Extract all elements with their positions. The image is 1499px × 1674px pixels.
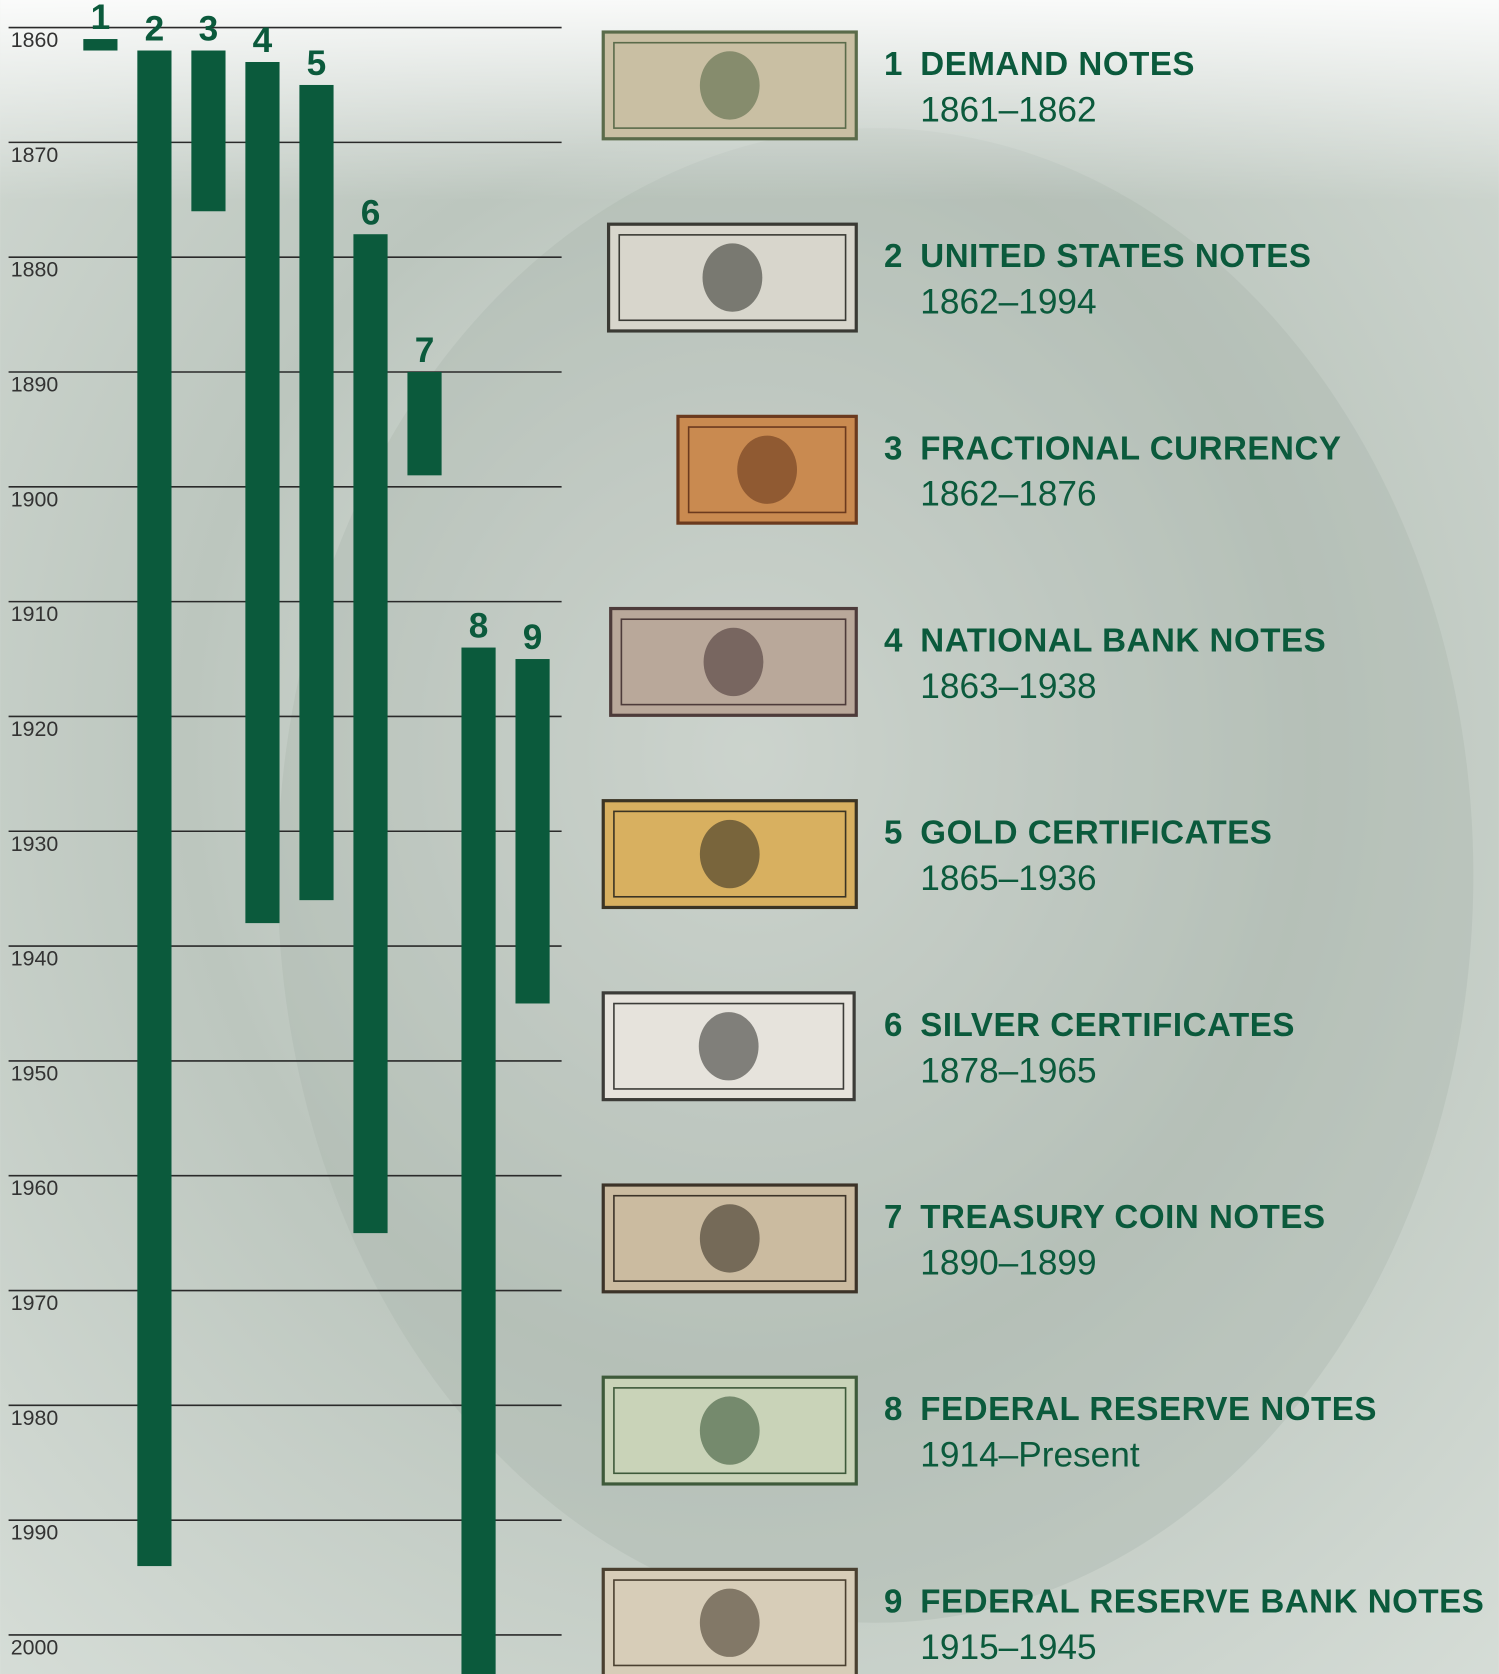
y-tick-label: 1980: [11, 1406, 59, 1430]
bar-number: 6: [361, 193, 381, 232]
bar-number: 4: [253, 21, 273, 60]
bar: [245, 62, 279, 923]
bar-number: 3: [199, 10, 219, 49]
legend-range: 1890–1899: [920, 1243, 1096, 1282]
banknote-portrait: [700, 1204, 760, 1272]
legend-range: 1915–1945: [920, 1628, 1096, 1667]
legend-number: 6: [884, 1007, 903, 1044]
banknote-portrait: [700, 1589, 760, 1657]
y-tick-label: 1920: [11, 717, 59, 741]
y-tick-label: 1990: [11, 1521, 59, 1545]
bar: [191, 51, 225, 212]
y-tick-label: 1950: [11, 1061, 59, 1085]
legend-name: DEMAND NOTES: [920, 46, 1195, 83]
y-tick-label: 1890: [11, 373, 59, 397]
bar: [353, 234, 387, 1233]
legend-range: 1878–1965: [920, 1051, 1096, 1090]
legend-range: 1865–1936: [920, 859, 1096, 898]
legend-range: 1861–1862: [920, 90, 1096, 129]
bar-number: 8: [469, 607, 489, 646]
legend-number: 3: [884, 430, 903, 467]
chart: 1860 1870 1880 1890 1900 1910 1920 1930 1940 1950…: [0, 0, 1499, 1674]
bar: [83, 39, 117, 50]
banknote-portrait: [703, 243, 763, 311]
bar-number: 1: [91, 0, 111, 37]
legend-name: UNITED STATES NOTES: [920, 238, 1311, 275]
banknote-portrait: [737, 436, 797, 504]
bar: [515, 659, 549, 1003]
legend-range: 1863–1938: [920, 667, 1096, 706]
banknote-portrait: [700, 51, 760, 119]
bar: [137, 51, 171, 1567]
y-tick-label: 1900: [11, 487, 59, 511]
y-tick-label: 1860: [11, 28, 59, 52]
legend-name: FRACTIONAL CURRENCY: [920, 430, 1341, 467]
banknote-portrait: [699, 1012, 759, 1080]
legend-number: 4: [884, 622, 903, 659]
banknote-portrait: [704, 628, 764, 696]
legend-range: 1914–Present: [920, 1436, 1140, 1475]
legend-number: 8: [884, 1391, 903, 1428]
legend-range: 1862–1876: [920, 475, 1096, 514]
y-tick-label: 1910: [11, 602, 59, 626]
bar: [299, 85, 333, 900]
legend-range: 1862–1994: [920, 283, 1096, 322]
y-tick-label: 2000: [11, 1635, 59, 1659]
bar-number: 7: [415, 331, 435, 370]
y-tick-label: 1870: [11, 143, 59, 167]
banknote-portrait: [700, 1396, 760, 1464]
y-tick-label: 1960: [11, 1176, 59, 1200]
legend-number: 1: [884, 46, 903, 83]
legend-name: SILVER CERTIFICATES: [920, 1007, 1295, 1044]
bar: [461, 648, 495, 1674]
y-tick-label: 1970: [11, 1291, 59, 1315]
bar-number: 2: [145, 10, 165, 49]
legend-name: FEDERAL RESERVE BANK NOTES: [920, 1583, 1484, 1620]
legend-name: FEDERAL RESERVE NOTES: [920, 1391, 1377, 1428]
legend-name: GOLD CERTIFICATES: [920, 815, 1272, 852]
banknote-portrait: [700, 820, 760, 888]
y-tick-label: 1880: [11, 258, 59, 282]
legend-number: 2: [884, 238, 903, 275]
bar: [407, 372, 441, 475]
y-tick-label: 1940: [11, 947, 59, 971]
bar-number: 5: [307, 44, 327, 83]
legend-name: TREASURY COIN NOTES: [920, 1199, 1325, 1236]
bar-number: 9: [523, 618, 543, 657]
legend-number: 7: [884, 1199, 903, 1236]
legend-number: 9: [884, 1583, 903, 1620]
legend-name: NATIONAL BANK NOTES: [920, 622, 1326, 659]
y-tick-label: 1930: [11, 832, 59, 856]
legend-number: 5: [884, 815, 903, 852]
